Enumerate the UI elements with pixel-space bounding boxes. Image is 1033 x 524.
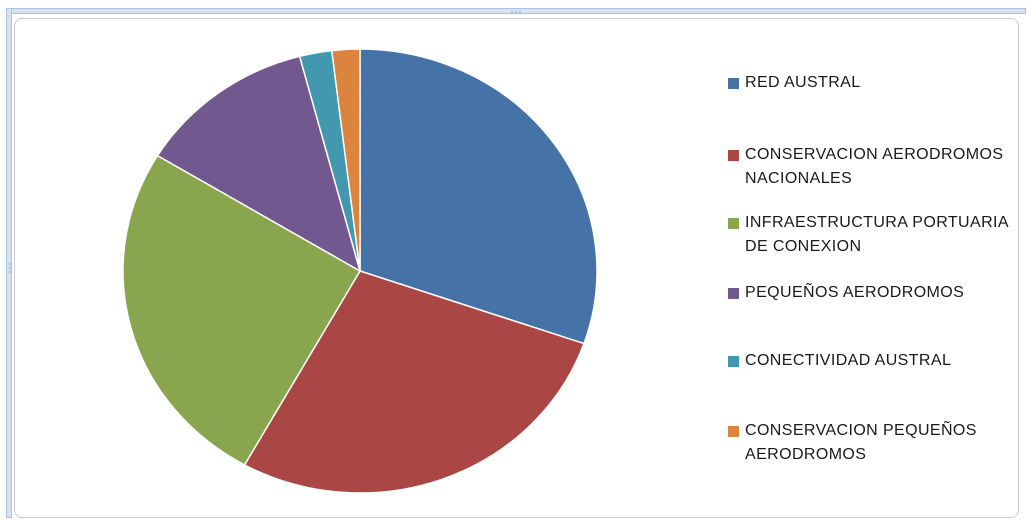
legend-swatch-red-austral: [728, 78, 739, 89]
pie-plot: [122, 48, 598, 494]
chart-area[interactable]: RED AUSTRAL CONSERVACION AERODROMOS NACI…: [14, 18, 1019, 518]
legend-swatch-conectividad-austral: [728, 356, 739, 367]
legend-label-conservacion-pequenos-aerodromos: CONSERVACION PEQUEÑOS AERODROMOS: [745, 422, 977, 463]
legend-label-conectividad-austral: CONECTIVIDAD AUSTRAL: [745, 352, 952, 369]
pie-slice-peque-os-aerodromos[interactable]: [156, 55, 362, 273]
legend-swatch-conservacion-aerodromos-nacionales: [728, 150, 739, 161]
pie-slice-conservacion-peque-os-aerodromos[interactable]: [330, 48, 361, 272]
pie-slice-infraestructura-portuaria-de-conexion[interactable]: [122, 154, 362, 466]
legend-swatch-pequenos-aerodromos: [728, 288, 739, 299]
legend-label-conservacion-aerodromos-nacionales: CONSERVACION AERODROMOS NACIONALES: [745, 146, 1004, 187]
pie-slice-conservacion-aerodromos-nacionales[interactable]: [243, 270, 585, 494]
legend-label-red-austral: RED AUSTRAL: [745, 74, 861, 91]
legend-swatch-infraestructura-portuaria: [728, 218, 739, 229]
resize-handle-left[interactable]: ⋯: [3, 262, 17, 275]
pie-slice-red-austral[interactable]: [359, 48, 598, 345]
legend-label-pequenos-aerodromos: PEQUEÑOS AERODROMOS: [745, 284, 965, 301]
resize-handle-top[interactable]: ⋯: [510, 5, 523, 19]
legend-swatch-conservacion-pequenos-aerodromos: [728, 426, 739, 437]
legend-label-infraestructura-portuaria: INFRAESTRUCTURA PORTUARIA DE CONEXION: [745, 214, 1009, 255]
selection-border-left[interactable]: [6, 8, 12, 518]
